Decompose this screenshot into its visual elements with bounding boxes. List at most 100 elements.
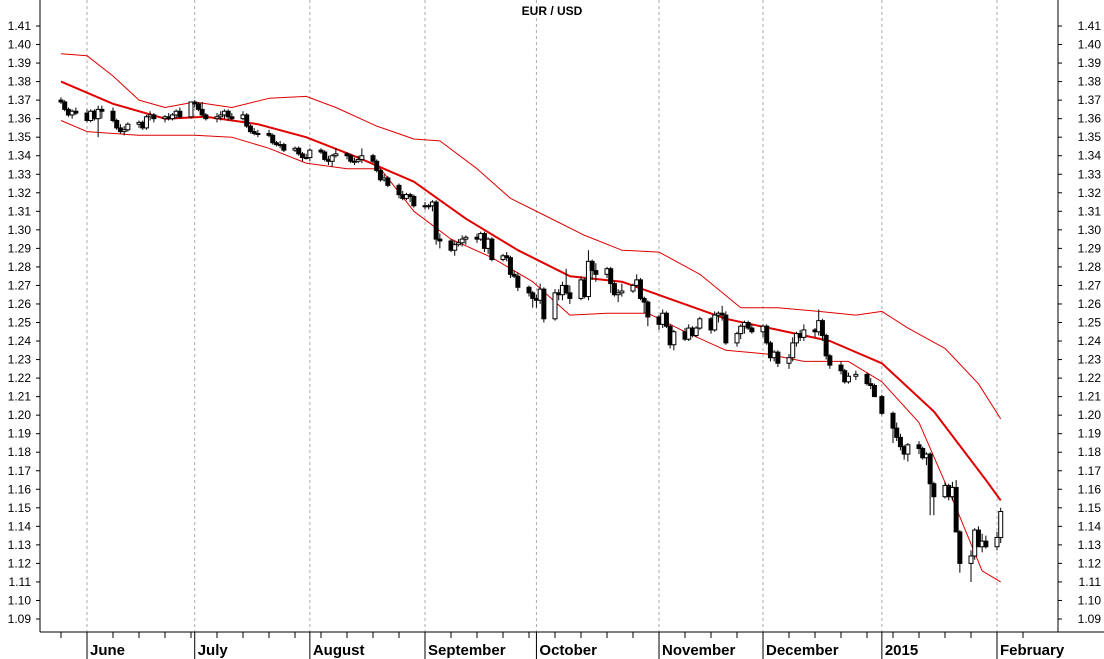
candle-body-up	[121, 129, 127, 133]
candle-body-down	[897, 436, 903, 448]
candle-body-down	[244, 114, 250, 127]
bands-layer	[60, 53, 1002, 583]
candle-body-down	[541, 288, 547, 320]
candle-body-up	[630, 284, 636, 292]
candle-body-up	[355, 158, 361, 162]
candle-body-up	[615, 292, 621, 296]
y-tick-label-left: 1.16	[8, 482, 32, 496]
candle-body-down	[433, 201, 439, 240]
candle-body-down	[437, 238, 443, 242]
y-tick-label-left: 1.31	[8, 204, 32, 218]
y-tick-label-right: 1.22	[1078, 371, 1102, 385]
y-tick-label-left: 1.12	[8, 556, 32, 570]
candle-body-down	[608, 268, 614, 285]
candle-body-down	[879, 396, 885, 414]
candle-body-down	[637, 279, 643, 299]
candle-body-down	[411, 195, 417, 207]
y-tick-label-right: 1.11	[1079, 575, 1102, 589]
candle-body-down	[838, 364, 844, 372]
candle-body-up	[359, 155, 365, 160]
y-tick-label-left: 1.10	[8, 593, 32, 607]
axes-layer: 1.09 1.09 1.10 1.10 1.11 1.11 1.12 1.12 1.13 1.13…	[8, 0, 1104, 659]
candle-body-down	[864, 373, 870, 385]
candle-body-down	[299, 153, 305, 159]
candle-body-down	[641, 297, 647, 303]
y-tick-label-right: 1.12	[1078, 556, 1102, 570]
y-tick-label-right: 1.38	[1078, 75, 1102, 89]
month-label: August	[313, 642, 365, 659]
y-tick-label-right: 1.39	[1078, 56, 1102, 70]
y-tick-label-right: 1.35	[1078, 130, 1102, 144]
candle-body-down	[489, 238, 495, 260]
candle-body-down	[281, 144, 287, 151]
candle-body-down	[723, 314, 729, 344]
candle-body-up	[801, 329, 807, 338]
candle-body-down	[58, 99, 64, 103]
candle-body-down	[663, 312, 669, 327]
candle-body-down	[407, 194, 413, 197]
candle-body-down	[953, 486, 959, 533]
candle-body-up	[95, 108, 101, 120]
candle-body-up	[329, 155, 335, 162]
y-tick-label-right: 1.19	[1078, 427, 1102, 441]
y-tick-label-left: 1.30	[8, 223, 32, 237]
y-tick-label-right: 1.25	[1078, 316, 1102, 330]
y-tick-label-left: 1.09	[8, 612, 32, 626]
candle-body-up	[793, 333, 799, 344]
candle-body-down	[567, 292, 573, 299]
candle-body-down	[225, 110, 231, 118]
candle-body-down	[73, 110, 79, 114]
candle-body-down	[199, 108, 205, 116]
candle-body-up	[452, 244, 458, 251]
y-tick-label-right: 1.33	[1078, 167, 1102, 181]
candle-body-up	[333, 153, 339, 157]
candle-body-down	[296, 147, 302, 155]
candle-body-up	[712, 314, 718, 331]
y-tick-label-left: 1.19	[8, 427, 32, 441]
month-label: 2015	[885, 642, 918, 659]
candle-body-up	[552, 292, 558, 320]
y-tick-label-left: 1.33	[8, 167, 32, 181]
candle-body-up	[214, 116, 220, 120]
month-label: October	[539, 642, 597, 659]
candle-body-down	[507, 257, 513, 275]
y-tick-label-right: 1.32	[1078, 186, 1102, 200]
candle-body-down	[920, 448, 926, 459]
y-tick-label-right: 1.20	[1078, 408, 1102, 422]
y-tick-label-right: 1.14	[1078, 519, 1102, 533]
y-tick-label-right: 1.18	[1078, 445, 1102, 459]
y-tick-label-left: 1.37	[8, 93, 32, 107]
y-tick-label-right: 1.17	[1078, 464, 1102, 478]
candle-body-up	[671, 331, 677, 346]
candle-body-up	[143, 116, 149, 129]
candle-body-down	[266, 132, 272, 136]
month-label: November	[662, 642, 736, 659]
candle-body-down	[764, 325, 770, 344]
candle-body-up	[169, 114, 175, 120]
y-tick-label-left: 1.29	[8, 241, 32, 255]
month-label: September	[428, 642, 506, 659]
candle-body-down	[348, 155, 354, 162]
y-tick-label-right: 1.34	[1078, 149, 1102, 163]
y-tick-label-left: 1.21	[8, 390, 32, 404]
chart-title: EUR / USD	[522, 4, 583, 18]
candle-body-down	[645, 301, 651, 318]
y-tick-label-left: 1.13	[8, 538, 32, 552]
y-tick-label-left: 1.11	[9, 575, 32, 589]
y-tick-label-right: 1.24	[1078, 334, 1102, 348]
y-tick-label-right: 1.37	[1078, 93, 1102, 107]
y-tick-label-left: 1.35	[8, 130, 32, 144]
candle-body-down	[374, 160, 380, 172]
candle-body-up	[693, 327, 699, 336]
candle-body-up	[218, 114, 224, 118]
month-label: June	[90, 642, 125, 659]
candle-body-down	[515, 275, 521, 288]
y-tick-label-right: 1.16	[1078, 482, 1102, 496]
candle-body-down	[775, 351, 781, 364]
y-tick-label-left: 1.18	[8, 445, 32, 459]
candle-body-up	[307, 149, 313, 159]
y-tick-label-left: 1.17	[8, 464, 32, 478]
candle-body-down	[251, 131, 257, 134]
